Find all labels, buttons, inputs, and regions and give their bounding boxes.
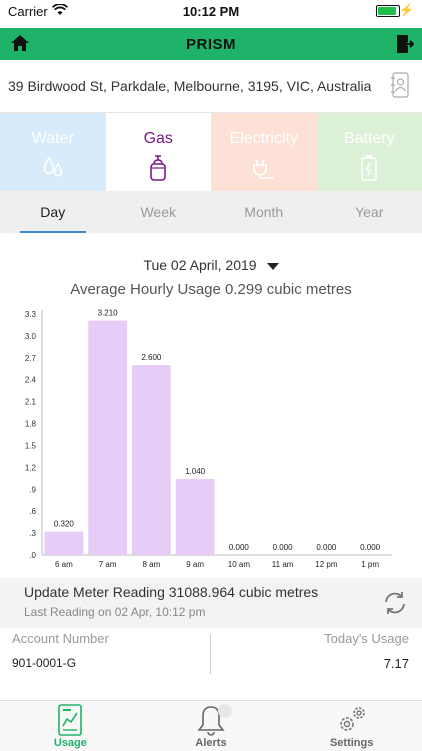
utility-tab-water[interactable]: Water — [0, 113, 106, 191]
electric-plug-icon — [251, 154, 277, 180]
utility-tab-electricity[interactable]: Electricity — [211, 113, 317, 191]
x-tick-label: 10 am — [228, 560, 251, 569]
y-tick-label: 3.0 — [25, 332, 37, 341]
tab-day[interactable]: Day — [0, 191, 106, 233]
period-tabs: Day Week Month Year — [0, 191, 422, 233]
y-tick-label: 1.2 — [25, 463, 37, 472]
last-reading-text: Last Reading on 02 Apr, 10:12 pm — [24, 605, 205, 619]
address-row[interactable]: 39 Birdwood St, Parkdale, Melbourne, 319… — [0, 60, 422, 113]
utility-label-battery: Battery — [317, 130, 422, 148]
gears-icon — [335, 704, 369, 736]
battery-status-icon — [376, 5, 400, 17]
chevron-down-icon[interactable] — [267, 263, 279, 270]
account-number-value: 901-0001-G — [12, 656, 76, 670]
y-tick-label: 2.4 — [25, 376, 37, 385]
meter-reading-text: Update Meter Reading 31088.964 cubic met… — [24, 584, 318, 600]
selected-date: Tue 02 April, 2019 — [143, 257, 256, 273]
date-picker[interactable]: Tue 02 April, 2019 — [0, 257, 422, 273]
y-tick-label: .0 — [29, 551, 36, 560]
charging-bolt-icon: ⚡ — [399, 3, 414, 17]
todays-usage-label: Today's Usage — [324, 631, 409, 646]
utility-label-gas: Gas — [106, 130, 212, 148]
tab-alerts[interactable]: Alerts — [141, 701, 282, 751]
x-tick-label: 12 pm — [315, 560, 338, 569]
tab-week[interactable]: Week — [106, 191, 212, 233]
bar-value-label: 0.000 — [316, 543, 337, 552]
usage-bar-chart: .0 .3 .6 .9 1.2 1.5 1.8 2.1 2.4 2.7 3.0 3.3 0.320 6 a… — [0, 300, 422, 575]
refresh-icon[interactable] — [382, 590, 408, 621]
app-title: PRISM — [0, 36, 422, 53]
meter-reading-panel: Update Meter Reading 31088.964 cubic met… — [0, 578, 422, 628]
bar-value-label: 0.000 — [273, 543, 294, 552]
y-tick-label: 2.7 — [25, 354, 37, 363]
bar-value-label: 0.000 — [360, 543, 381, 552]
address-book-icon[interactable] — [390, 72, 410, 103]
bar-value-label: 1.040 — [185, 467, 206, 476]
bar-value-label: 0.320 — [54, 520, 75, 529]
bar — [176, 479, 215, 555]
todays-usage-value: 7.17 — [384, 656, 409, 671]
utility-selector: Water Gas Electricity Battery — [0, 113, 422, 191]
utility-label-water: Water — [0, 130, 106, 148]
status-time: 10:12 PM — [0, 4, 422, 19]
divider — [210, 634, 211, 674]
y-tick-label: .3 — [29, 529, 36, 538]
utility-tab-battery[interactable]: Battery — [317, 113, 422, 191]
battery-icon — [360, 154, 378, 182]
account-summary: Account Number 901-0001-G Today's Usage … — [0, 628, 422, 696]
bar-value-label: 3.210 — [98, 309, 119, 318]
x-tick-label: 1 pm — [361, 560, 379, 569]
bar-value-label: 0.000 — [229, 543, 250, 552]
bell-icon — [189, 704, 233, 736]
x-tick-label: 7 am — [99, 560, 117, 569]
tab-alerts-label: Alerts — [141, 737, 282, 749]
tab-year[interactable]: Year — [317, 191, 422, 233]
y-tick-label: .9 — [29, 485, 36, 494]
logout-icon[interactable] — [396, 34, 414, 59]
gas-cylinder-icon — [147, 154, 169, 182]
x-tick-label: 11 am — [272, 560, 294, 569]
app-header: PRISM — [0, 28, 422, 60]
average-usage-text: Average Hourly Usage 0.299 cubic metres — [0, 281, 422, 298]
water-drops-icon — [41, 154, 65, 180]
tab-usage[interactable]: Usage — [0, 701, 141, 751]
bar-value-label: 2.600 — [141, 353, 162, 362]
y-tick-label: 1.8 — [25, 420, 37, 429]
status-bar: Carrier 10:12 PM ⚡ — [0, 0, 422, 22]
usage-report-icon — [57, 704, 83, 736]
tab-month[interactable]: Month — [211, 191, 317, 233]
bar — [132, 365, 171, 555]
tab-settings-label: Settings — [281, 737, 422, 749]
utility-label-electricity: Electricity — [211, 130, 317, 148]
bar — [45, 532, 84, 555]
account-number-label: Account Number — [12, 631, 109, 646]
property-address: 39 Birdwood St, Parkdale, Melbourne, 319… — [8, 78, 371, 94]
bottom-tab-bar: Usage Alerts Settings — [0, 700, 422, 751]
x-tick-label: 6 am — [55, 560, 73, 569]
bar — [88, 321, 127, 555]
tab-settings[interactable]: Settings — [281, 701, 422, 751]
y-tick-label: 2.1 — [25, 398, 37, 407]
x-tick-label: 9 am — [186, 560, 204, 569]
y-tick-label: .6 — [29, 507, 36, 516]
y-tick-label: 3.3 — [25, 310, 37, 319]
tab-usage-label: Usage — [0, 737, 141, 749]
x-tick-label: 8 am — [142, 560, 160, 569]
y-tick-label: 1.5 — [25, 441, 37, 450]
utility-tab-gas[interactable]: Gas — [106, 113, 212, 191]
